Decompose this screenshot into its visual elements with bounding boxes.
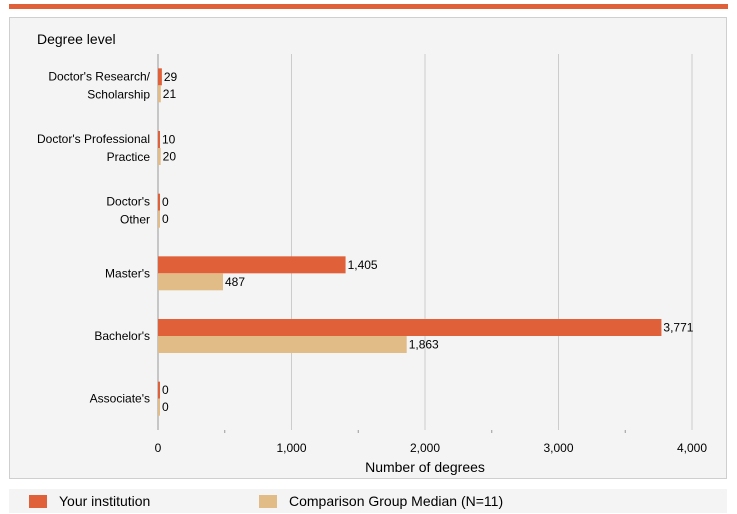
value-label: 487 xyxy=(225,275,245,289)
category-label: Doctor's Professional Practice xyxy=(37,132,150,164)
chart-panel xyxy=(9,17,727,479)
category-labels: Doctor's Research/Scholarship Doctor's Pr… xyxy=(37,69,151,405)
category-label: Master's xyxy=(105,266,150,280)
category-label-line: Doctor's Research/ xyxy=(48,69,150,83)
category-label-line: Other xyxy=(120,213,150,227)
bar-comparison-group xyxy=(158,398,160,416)
bar-your-institution xyxy=(158,131,160,148)
bar-chart: Degree level Number of degrees 0 1,000 2,0… xyxy=(37,31,708,475)
value-label: 20 xyxy=(163,150,177,164)
value-label: 1,405 xyxy=(348,258,378,272)
legend-swatch-comparison-group xyxy=(259,494,277,508)
category-label-line: Associate's xyxy=(90,392,150,406)
category-label-line: Master's xyxy=(105,266,150,280)
value-label: 3,771 xyxy=(663,321,693,335)
bar-your-institution xyxy=(158,256,346,274)
bar-comparison-group xyxy=(158,148,161,165)
bar-comparison-group xyxy=(158,85,161,103)
value-label: 1,863 xyxy=(409,338,439,352)
value-label: 10 xyxy=(162,133,176,147)
x-tick-label: 2,000 xyxy=(410,441,440,455)
value-label: 0 xyxy=(162,400,169,414)
x-tick-label: 1,000 xyxy=(276,441,306,455)
legend-label: Your institution xyxy=(59,493,151,509)
category-label-line: Doctor's xyxy=(106,195,150,209)
category-label-line: Bachelor's xyxy=(94,329,150,343)
top-accent-rule xyxy=(9,4,728,9)
value-label: 0 xyxy=(162,383,169,397)
gridlines xyxy=(157,54,693,433)
bar-your-institution xyxy=(158,381,160,399)
legend-item-comparison-group: Comparison Group Median (N=11) xyxy=(259,489,503,513)
bar-your-institution xyxy=(158,193,160,211)
bar-your-institution xyxy=(158,68,162,86)
bar-your-institution xyxy=(158,319,662,336)
x-tick-labels: 0 1,000 2,000 3,000 4,000 xyxy=(155,441,708,455)
legend: Your institution Comparison Group Median… xyxy=(9,489,727,513)
value-label: 29 xyxy=(164,70,178,84)
value-label: 0 xyxy=(162,195,169,209)
y-axis-title: Degree level xyxy=(37,31,116,47)
category-label: Bachelor's xyxy=(94,329,150,343)
x-tick-label: 4,000 xyxy=(677,441,707,455)
x-tick-label: 3,000 xyxy=(543,441,573,455)
x-axis-title: Number of degrees xyxy=(365,459,485,475)
bar-comparison-group xyxy=(158,273,224,291)
category-label-line: Scholarship xyxy=(87,87,150,101)
bar-comparison-group xyxy=(158,210,160,228)
category-label: Doctor's Research/Scholarship xyxy=(48,69,150,101)
value-label: 21 xyxy=(163,87,177,101)
value-labels: 29 21 10 20 0 0 1,405 487 3,771 1,863 0 0 xyxy=(162,70,694,414)
bar-comparison-group xyxy=(158,336,407,353)
legend-item-your-institution: Your institution xyxy=(29,489,150,513)
category-label: Doctor's Other xyxy=(106,195,150,227)
legend-label: Comparison Group Median (N=11) xyxy=(289,493,504,509)
bars xyxy=(158,68,662,416)
category-label: Associate's xyxy=(90,392,150,406)
category-label-line: Doctor's Professional xyxy=(37,132,150,146)
legend-swatch-your-institution xyxy=(29,494,47,508)
x-tick-label: 0 xyxy=(155,441,162,455)
value-label: 0 xyxy=(162,212,169,226)
category-label-line: Practice xyxy=(107,150,151,164)
